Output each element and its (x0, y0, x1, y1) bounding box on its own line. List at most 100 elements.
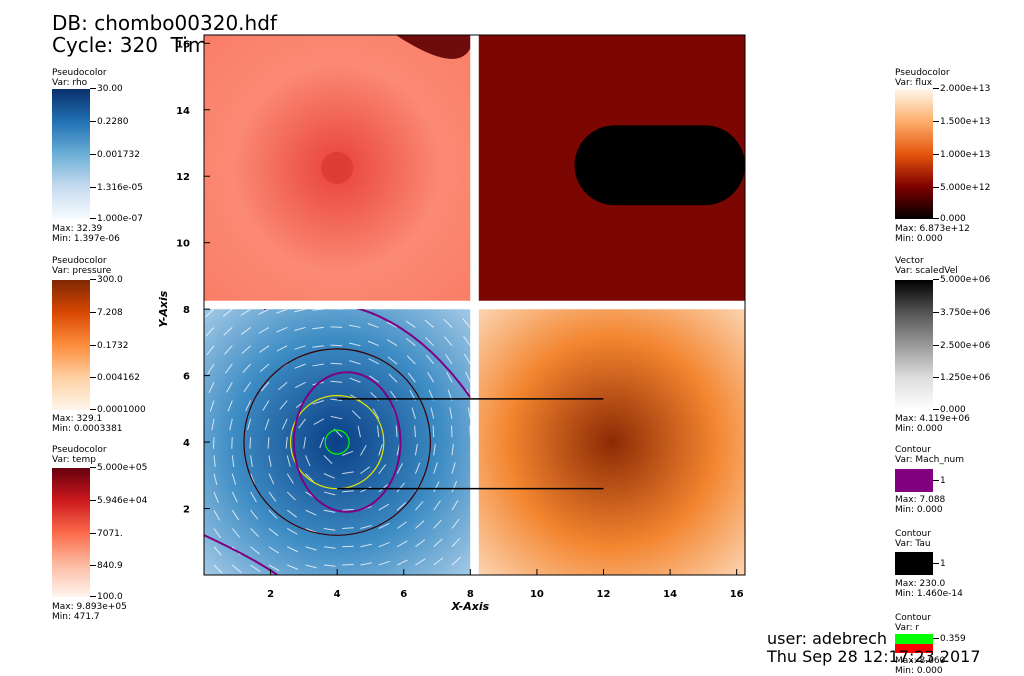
velocity-vector (378, 503, 389, 511)
velocity-vector (368, 375, 380, 383)
velocity-vector (360, 466, 371, 475)
velocity-vector (330, 398, 343, 402)
legend-max: Max: 329.1 (52, 414, 103, 424)
velocity-vector (287, 564, 299, 570)
velocity-vector (467, 407, 471, 419)
legend-scaledvel: Vector Var: scaledVel 5.000e+06 3.750e+0… (895, 256, 990, 434)
legend-max: Max: 32.39 (52, 224, 103, 234)
velocity-vector (451, 556, 461, 566)
velocity-vector (342, 471, 354, 475)
contour-swatch-mach (895, 469, 933, 492)
x-tick-label: 12 (597, 589, 611, 600)
velocity-vector (231, 491, 238, 503)
velocity-vector (378, 541, 390, 548)
velocity-vector (323, 473, 335, 479)
velocity-vector (425, 354, 435, 365)
velocity-vector (213, 509, 221, 521)
velocity-vector (433, 500, 441, 511)
velocity-vector (405, 320, 416, 328)
velocity-vector (231, 455, 235, 467)
velocity-vector (463, 335, 471, 347)
velocity-vector (424, 319, 435, 328)
legend-max: Max: 230.0 (895, 579, 946, 589)
contour-swatch-r-green (895, 634, 933, 644)
quadrant-gap-horizontal (204, 300, 745, 310)
colorbar-tick: 2.000e+13 (933, 84, 990, 94)
velocity-vector (342, 545, 354, 548)
colorbar-rho (52, 89, 90, 219)
velocity-vector (372, 408, 380, 420)
velocity-vector (360, 445, 367, 456)
user-info: user: adebrech Thu Sep 28 12:17:23 2017 (767, 630, 981, 666)
velocity-vector (323, 564, 336, 567)
velocity-vector (464, 353, 471, 365)
velocity-vector (433, 519, 442, 529)
velocity-vector (451, 481, 458, 493)
velocity-vector (294, 345, 306, 350)
velocity-vector (406, 355, 416, 365)
db-title: DB: chombo00320.hdf (52, 11, 277, 35)
colorbar-tick: 3.750e+06 (933, 308, 990, 318)
velocity-vector (213, 528, 222, 539)
velocity-vector (451, 462, 456, 474)
velocity-vector (388, 373, 398, 383)
velocity-vector (213, 473, 218, 486)
colorbar-tick: 1.500e+13 (933, 117, 990, 127)
colorbar-pressure (52, 280, 90, 410)
velocity-vector (396, 559, 408, 566)
velocity-vector (249, 437, 252, 449)
panel-pressure (478, 309, 745, 575)
y-tick-label: 12 (176, 172, 190, 183)
velocity-vector (286, 491, 296, 501)
velocity-vector (213, 491, 219, 503)
velocity-vector (231, 528, 241, 538)
user-name: user: adebrech (767, 629, 888, 648)
legend-rho: Pseudocolor Var: rho 30.00 0.2280 0.0017… (52, 68, 143, 244)
x-tick-label: 8 (467, 589, 474, 600)
legend-min: Min: 471.7 (52, 612, 100, 622)
legend-min: Min: 0.000 (895, 666, 943, 676)
velocity-vector (305, 455, 311, 467)
temp-hot-spot (321, 151, 354, 184)
legend-max: Max: 7.088 (895, 495, 946, 505)
velocity-vector (414, 443, 418, 456)
contour-level: 1 (933, 559, 946, 569)
velocity-vector (223, 327, 233, 336)
velocity-vector (360, 562, 373, 566)
colorbar-tick: 30.00 (90, 84, 123, 94)
legend-r: Contour Var: r 0.359 Max: 8.660 Min: 0.0… (895, 613, 966, 676)
velocity-vector (342, 490, 354, 493)
x-tick-label: 10 (530, 589, 544, 600)
velocity-vector (451, 518, 460, 529)
velocity-vector (231, 473, 237, 485)
velocity-vector (229, 418, 233, 431)
legend-var: Var: r (895, 623, 920, 633)
y-tick-label: 14 (176, 106, 190, 117)
velocity-vector (445, 354, 453, 365)
velocity-vector (415, 501, 424, 511)
velocity-vector (294, 326, 306, 332)
velocity-vector (451, 537, 461, 548)
colorbar-tick: 2.500e+06 (933, 341, 990, 351)
velocity-vector (342, 527, 354, 529)
colorbar-flux (895, 89, 933, 219)
velocity-vector (285, 437, 288, 449)
velocity-vector (295, 381, 306, 389)
velocity-vector (259, 345, 270, 353)
velocity-vector (348, 324, 361, 328)
legend-max: Max: 8.660 (895, 656, 946, 666)
velocity-vector (451, 425, 453, 438)
velocity-vector (414, 462, 421, 474)
velocity-vector (305, 473, 315, 483)
velocity-vector (378, 464, 387, 474)
legend-kind: Pseudocolor (52, 68, 107, 78)
velocity-vector (323, 491, 336, 496)
velocity-vector (444, 336, 453, 347)
legend-var: Var: temp (52, 455, 96, 465)
legend-temp: Pseudocolor Var: temp 5.000e+05 5.946e+0… (52, 445, 147, 622)
contour-mach (263, 309, 471, 400)
velocity-vector (250, 491, 257, 503)
velocity-vector (446, 371, 453, 383)
velocity-vector (396, 521, 407, 529)
colorbar-tick: 0.000 (933, 214, 966, 224)
